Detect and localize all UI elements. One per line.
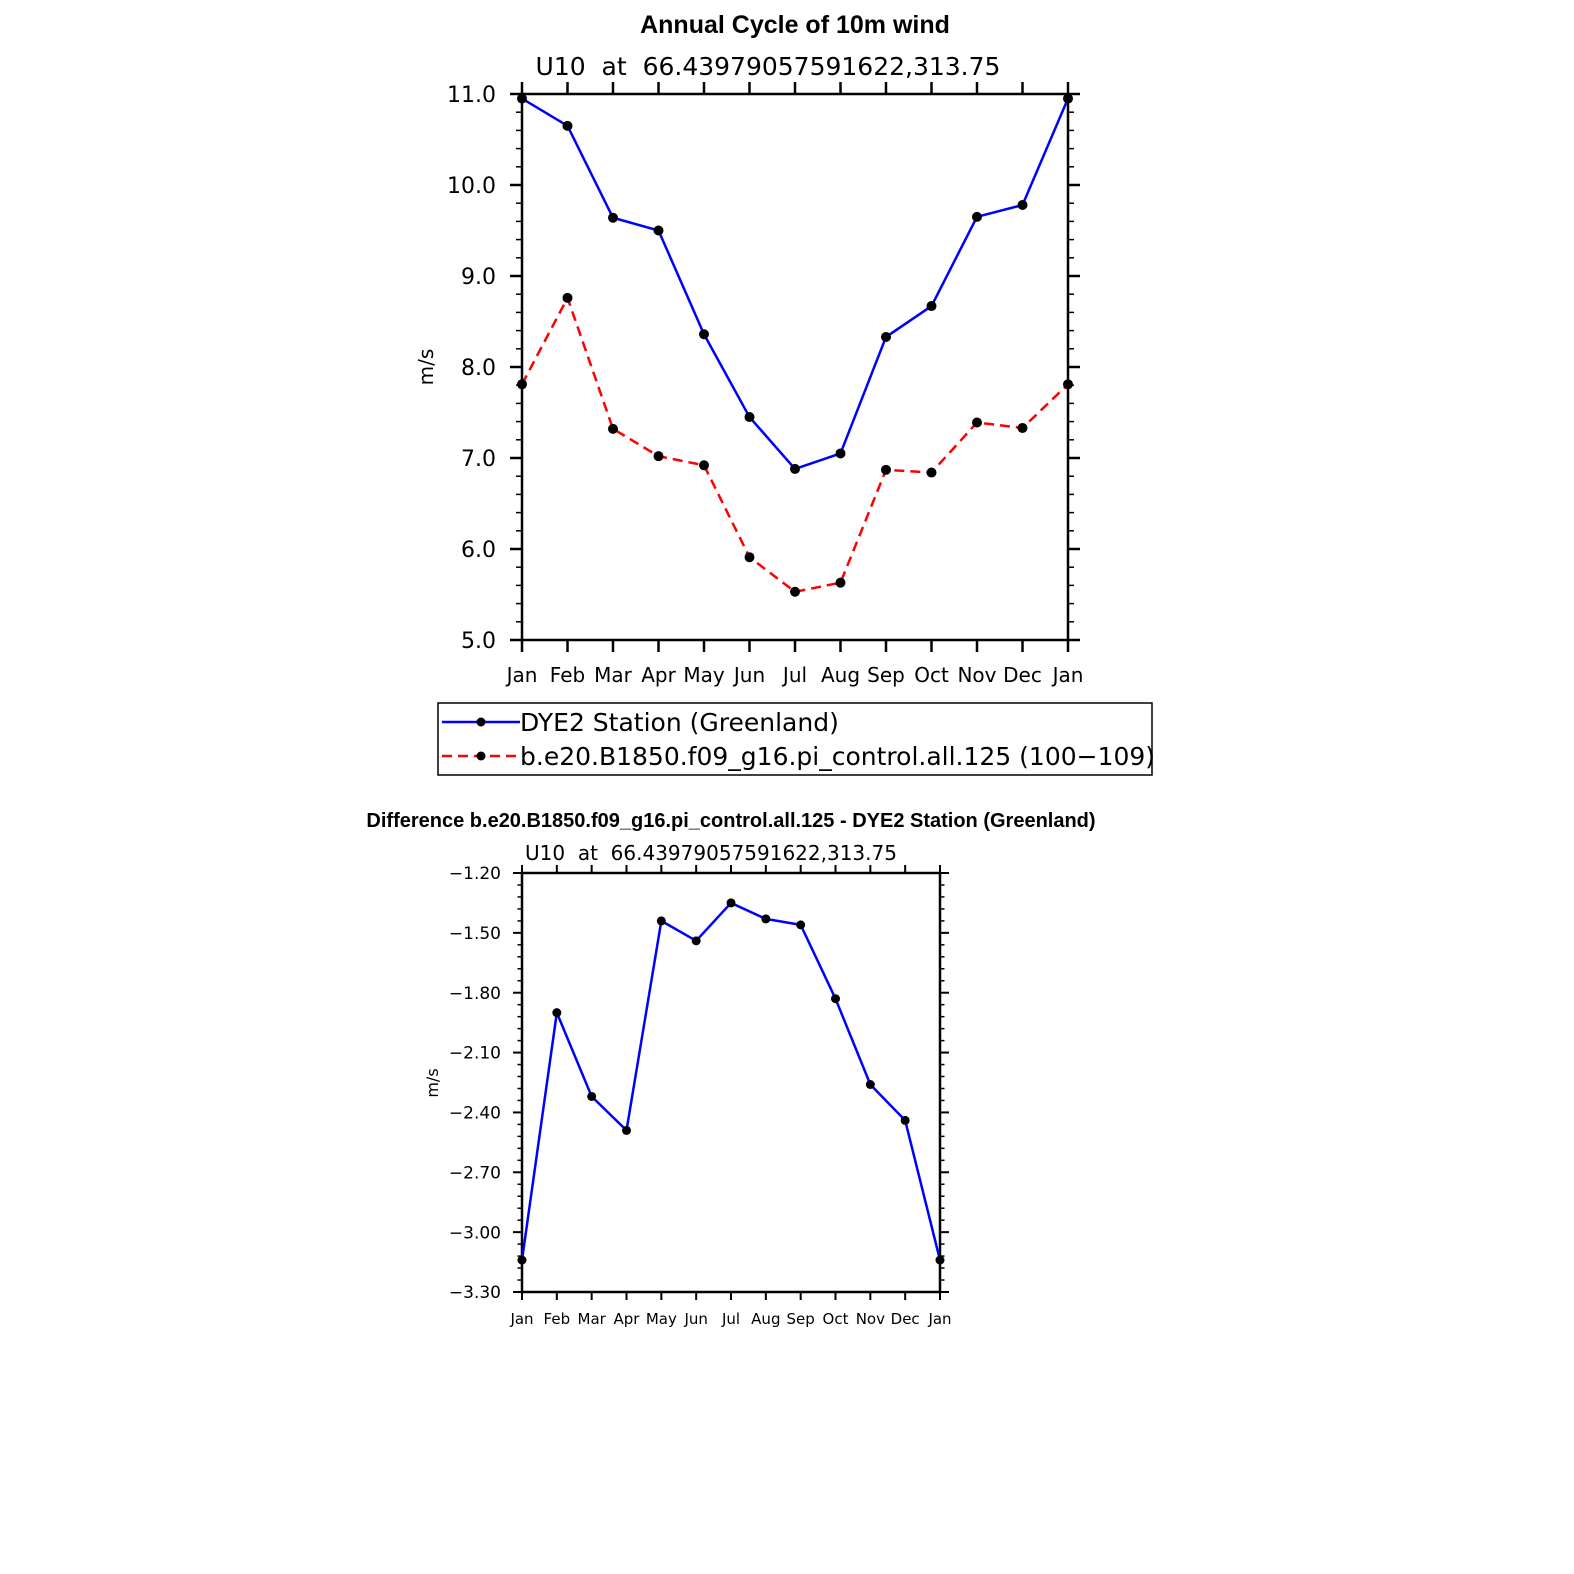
chart2-xtick-label: Aug [751, 1310, 780, 1328]
chart1-series-2-point [790, 586, 800, 597]
chart1-xtick-label: Jul [781, 663, 807, 687]
chart2-xtick-label: Sep [787, 1310, 815, 1328]
chart1-series-1-point [926, 301, 937, 312]
chart1-series-2-point [972, 417, 982, 428]
chart1-xtick-label: Dec [1003, 663, 1042, 687]
chart2-ylabel: m/s [423, 1068, 442, 1097]
chart1-xtick-label: Jun [732, 663, 765, 687]
chart1-series-1-point [653, 225, 664, 236]
chart2-ytick-label: −1.80 [449, 984, 501, 1004]
chart1-series-1-line [521, 97, 1070, 471]
chart2-series-1-point [691, 936, 701, 946]
chart2-series-1-point [865, 1079, 875, 1089]
chart1-series-2-point [1063, 379, 1073, 390]
chart1-series-2-point [1017, 422, 1028, 433]
chart1-ylabel: m/s [414, 349, 438, 386]
chart1-series-1-point [881, 331, 891, 342]
chart1-xtick-label: Aug [821, 663, 860, 687]
chart2-series-1-point [552, 1008, 562, 1018]
chart2-xtick-label: Oct [823, 1310, 849, 1328]
chart1-title: Annual Cycle of 10m wind [640, 11, 950, 39]
chart1-series-2-point [835, 577, 846, 588]
chart2-ytick-label: −2.40 [449, 1104, 501, 1124]
chart1-series-1-point [1017, 200, 1028, 211]
chart1-ytick-label: 9.0 [461, 265, 496, 290]
chart2-series-1-point [656, 916, 666, 926]
chart1-series-2-point [699, 460, 709, 471]
chart1-xtick-label: Jan [505, 663, 538, 687]
chart2-series-1-point [517, 1255, 527, 1265]
chart2-ytick-label: −3.00 [449, 1223, 501, 1243]
chart2-series-1-point [622, 1125, 631, 1135]
chart1-xtick-label: Sep [867, 663, 905, 687]
chart2-xtick-label: Nov [856, 1310, 885, 1328]
chart1-series-1-point [744, 412, 755, 423]
chart2-xtick-label: Mar [578, 1310, 607, 1328]
chart1-series-1-point [972, 211, 982, 222]
chart1-subtitle: U10 at 66.43979057591622,313.75 [536, 52, 1001, 81]
chart2-series-1-point [935, 1255, 945, 1265]
chart2-series-1-point [726, 898, 736, 908]
chart1-series-2-point [517, 379, 527, 390]
chart1-series-1-point [517, 93, 527, 104]
chart1-xtick-label: Jan [1051, 663, 1084, 687]
chart2-xtick-label: Jan [509, 1310, 533, 1328]
chart2-subtitle: U10 at 66.43979057591622,313.75 [525, 841, 897, 865]
chart1-xtick-label: Feb [550, 663, 585, 687]
chart2-ytick-label: −2.70 [449, 1163, 501, 1183]
chart2-xtick-label: May [646, 1310, 677, 1328]
chart1-ytick-label: 11.0 [447, 83, 496, 108]
legend-marker-series-2 [476, 751, 486, 761]
chart1-series-1-point [608, 212, 618, 223]
chart2-ytick-label: −1.50 [449, 924, 501, 944]
chart1-xtick-label: Mar [594, 663, 633, 687]
chart1-ytick-label: 5.0 [461, 629, 496, 654]
chart1-series-2-point [881, 464, 891, 475]
chart2-xtick-label: Dec [891, 1310, 920, 1328]
chart2-series-1-point [587, 1091, 597, 1101]
chart1-series-2-point [926, 467, 937, 478]
chart1-series-2-point [562, 292, 573, 303]
chart2-series-1-point [900, 1115, 910, 1125]
chart1-series-2-line [520, 296, 1069, 594]
legend-box [437, 702, 1153, 776]
chart2-ytick-label: −1.20 [449, 864, 501, 884]
chart1-xtick-label: May [683, 663, 725, 687]
chart1-ytick-label: 8.0 [461, 356, 496, 381]
legend-marker-series-1 [476, 717, 486, 727]
chart2-series-1-point [761, 914, 771, 924]
chart1-series-1-point [699, 329, 709, 340]
legend-label-series-2: b.e20.B1850.f09_g16.pi_control.all.125 (… [520, 742, 1155, 771]
chart2-xtick-label: Jun [683, 1310, 707, 1328]
chart2-xtick-label: Apr [614, 1310, 641, 1328]
chart2-ytick-label: −3.30 [449, 1283, 501, 1303]
chart1-plot-frame [520, 92, 1070, 642]
chart1-xtick-label: Nov [957, 663, 996, 687]
chart1-ytick-label: 7.0 [461, 447, 496, 472]
legend-label-series-1: DYE2 Station (Greenland) [520, 708, 839, 737]
chart1-legend: DYE2 Station (Greenland) b.e20.B1850.f09… [437, 702, 1155, 776]
chart1-series-1-point [562, 120, 573, 131]
chart2-series-1-point [796, 920, 806, 930]
chart1-xtick-label: Apr [641, 663, 676, 687]
chart2-xtick-label: Feb [544, 1310, 571, 1328]
chart1-xtick-label: Oct [914, 663, 949, 687]
chart2-series-1-line [520, 901, 942, 1261]
chart1-ytick-label: 6.0 [461, 538, 496, 563]
chart1-series-2-point [608, 423, 618, 434]
chart1-series-1-point [790, 463, 800, 474]
chart1-series-1-point [1063, 93, 1073, 104]
chart1-ytick-label: 10.0 [447, 174, 496, 199]
chart2-ytick-label: −2.10 [449, 1044, 501, 1064]
chart1-series-1-point [835, 448, 846, 459]
chart2-xtick-label: Jan [927, 1310, 951, 1328]
chart1-series-2-point [653, 451, 664, 462]
chart2-title: Difference b.e20.B1850.f09_g16.pi_contro… [366, 810, 1095, 832]
chart1-series-2-point [744, 552, 755, 563]
chart2-xtick-label: Jul [721, 1310, 740, 1328]
chart2-series-1-point [831, 994, 840, 1004]
